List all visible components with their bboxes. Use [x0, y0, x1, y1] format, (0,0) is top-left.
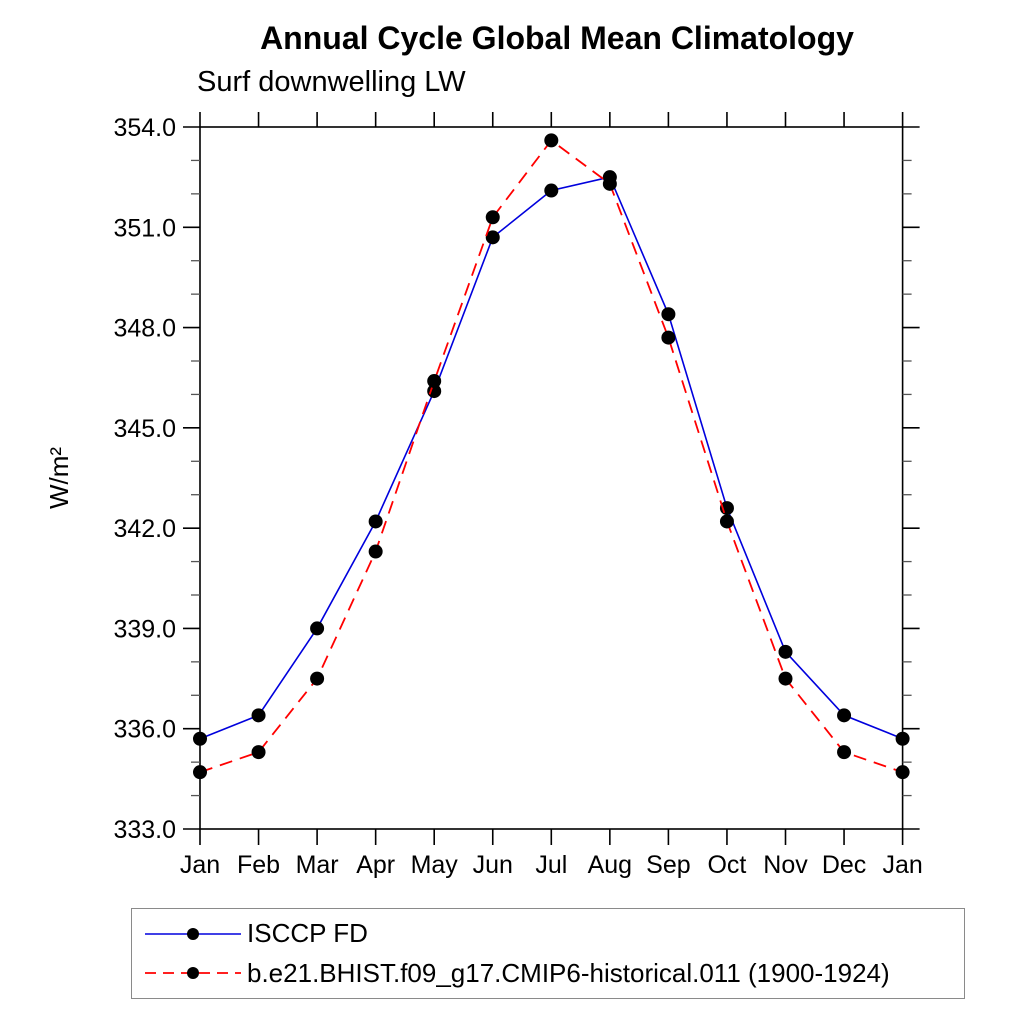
data-point-0 — [193, 731, 207, 746]
data-point-0 — [544, 183, 559, 198]
x-tick-label: Aug — [588, 851, 632, 879]
y-tick-label: 339.0 — [113, 615, 176, 643]
data-point-0 — [368, 514, 383, 529]
y-tick-label: 345.0 — [113, 415, 176, 443]
x-tick-label: Nov — [763, 851, 808, 879]
data-point-1 — [427, 374, 442, 389]
legend-sample-marker — [187, 927, 199, 940]
legend-label: b.e21.BHIST.f09_g17.CMIP6-historical.011… — [247, 957, 890, 988]
x-tick-label: Jun — [473, 851, 513, 879]
x-tick-label: Mar — [296, 851, 339, 879]
data-point-0 — [895, 731, 910, 746]
data-point-1 — [661, 330, 676, 345]
y-tick-label: 351.0 — [113, 214, 176, 242]
chart-title: Annual Cycle Global Mean Climatology — [260, 20, 854, 56]
data-point-1 — [544, 133, 559, 148]
x-tick-label: Feb — [237, 851, 280, 879]
data-point-1 — [719, 514, 734, 529]
legend-sample-marker — [187, 967, 199, 980]
data-point-0 — [778, 644, 793, 659]
series-line-0 — [199, 176, 903, 740]
y-tick-label: 336.0 — [113, 716, 176, 744]
data-point-0 — [837, 708, 852, 723]
legend-item-isccp: ISCCP FD — [145, 918, 964, 949]
data-point-1 — [485, 210, 500, 225]
legend-line-sample-dashed — [145, 967, 241, 980]
y-tick-label: 333.0 — [113, 816, 176, 844]
data-point-1 — [193, 765, 207, 780]
x-tick-label: Sep — [646, 851, 690, 879]
x-tick-label: Jan — [882, 851, 922, 879]
series-line-1 — [199, 139, 903, 774]
data-point-1 — [837, 745, 852, 760]
data-point-1 — [778, 671, 793, 686]
x-tick-label: Jul — [535, 851, 567, 879]
x-tick-label: Jan — [180, 851, 220, 879]
legend-line-sample-solid — [145, 927, 241, 940]
plot-frame — [199, 126, 904, 830]
x-tick-label: May — [411, 851, 459, 879]
data-point-1 — [310, 671, 325, 686]
data-point-0 — [485, 230, 500, 245]
data-point-0 — [310, 621, 325, 636]
x-tick-label: Apr — [356, 851, 395, 879]
data-point-1 — [895, 765, 910, 780]
data-point-0 — [251, 708, 266, 723]
data-point-0 — [661, 307, 676, 322]
data-point-1 — [602, 176, 617, 191]
y-tick-label: 348.0 — [113, 315, 176, 343]
x-tick-label: Dec — [822, 851, 866, 879]
data-point-1 — [368, 544, 383, 559]
y-tick-label: 342.0 — [113, 515, 176, 543]
legend: ISCCP FD b.e21.BHIST.f09_g17.CMIP6-histo… — [131, 908, 965, 999]
x-tick-label: Oct — [707, 851, 746, 879]
data-point-1 — [251, 745, 266, 760]
legend-label: ISCCP FD — [247, 918, 368, 949]
legend-item-model: b.e21.BHIST.f09_g17.CMIP6-historical.011… — [145, 958, 964, 988]
y-axis-title: W/m² — [44, 447, 74, 509]
chart-subtitle: Surf downwelling LW — [197, 66, 466, 98]
y-tick-label: 354.0 — [113, 114, 176, 142]
data-point-0 — [427, 384, 442, 399]
